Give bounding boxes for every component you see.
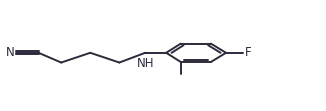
Text: N: N <box>6 46 15 59</box>
Text: NH: NH <box>137 57 154 70</box>
Text: F: F <box>244 46 251 59</box>
